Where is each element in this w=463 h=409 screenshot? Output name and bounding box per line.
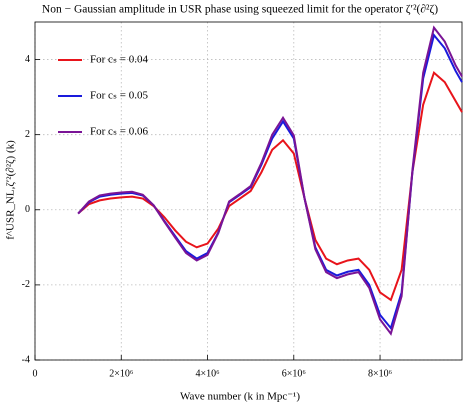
x-tick-label: 2×10⁶ [109,368,134,379]
y-tick-label: 4 [25,54,30,65]
x-tick-label: 0 [33,368,38,379]
x-tick-label: 4×10⁶ [195,368,220,379]
legend-label: For cₛ = 0.04 [90,54,148,66]
y-tick-label: 0 [25,204,30,215]
x-axis-label: Wave number (k in Mpc⁻¹) [180,391,300,403]
series-line [77,32,463,331]
y-tick-label: -4 [22,354,30,365]
x-tick-label: 8×10⁶ [368,368,393,379]
series-line [77,70,463,302]
y-tick-label: 2 [25,129,30,140]
legend-label: For cₛ = 0.05 [90,90,148,102]
series-line [77,25,463,336]
x-tick-label: 6×10⁶ [282,368,307,379]
y-tick-label: -2 [22,279,30,290]
legend-label: For cₛ = 0.06 [90,126,148,138]
chart-title: Non − Gaussian amplitude in USR phase us… [42,4,438,16]
plot-frame [34,21,463,361]
y-axis-label: f^USR_NL,ζ′²(∂²ζ) (k) [5,140,17,240]
